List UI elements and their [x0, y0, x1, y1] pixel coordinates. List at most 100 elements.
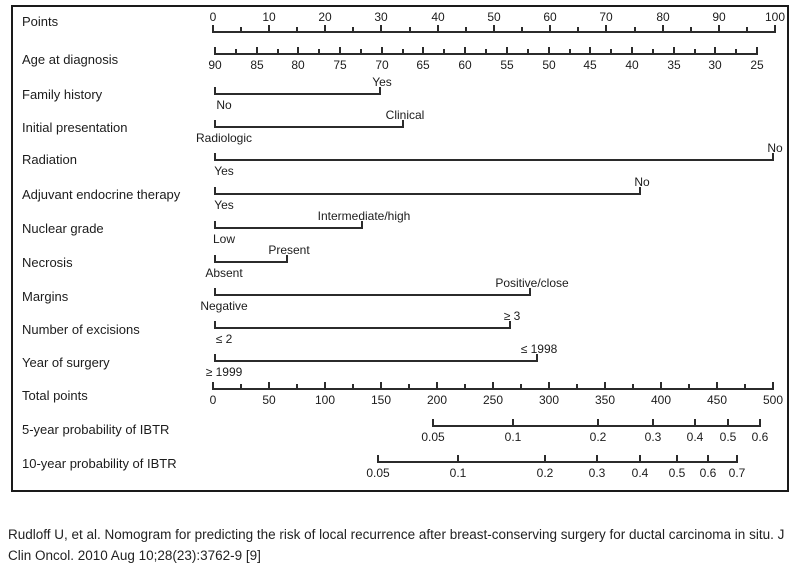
option-label-nuclear-grade-start: Low — [212, 232, 236, 246]
tick-label-age-at-diagnosis: 55 — [500, 58, 514, 72]
axis-minor-tick-age-at-diagnosis — [610, 49, 612, 55]
axis-tick-prob-5yr-ibtr — [652, 419, 654, 427]
range-end-tick-family-history — [214, 87, 216, 95]
axis-minor-tick-total-points — [464, 384, 466, 390]
tick-label-points: 10 — [262, 10, 276, 24]
axis-tick-points — [212, 25, 214, 33]
axis-tick-total-points — [548, 382, 550, 390]
tick-label-prob-5yr-ibtr: 0.5 — [719, 430, 737, 444]
option-label-year-of-surgery-start: ≥ 1999 — [205, 365, 243, 379]
row-label-age-at-diagnosis: Age at diagnosis — [22, 52, 119, 67]
row-label-adjuvant-endocrine-therapy: Adjuvant endocrine therapy — [22, 187, 181, 202]
range-end-tick-adjuvant-endocrine-therapy — [214, 187, 216, 195]
axis-minor-tick-age-at-diagnosis — [569, 49, 571, 55]
axis-line-prob-10yr-ibtr — [378, 461, 737, 463]
tick-label-points: 30 — [374, 10, 388, 24]
axis-tick-prob-5yr-ibtr — [759, 419, 761, 427]
axis-tick-total-points — [772, 382, 774, 390]
axis-minor-tick-age-at-diagnosis — [402, 49, 404, 55]
axis-tick-age-at-diagnosis — [256, 47, 258, 55]
row-label-prob-5yr-ibtr: 5-year probability of IBTR — [22, 422, 170, 437]
axis-tick-prob-10yr-ibtr — [707, 455, 709, 463]
axis-tick-prob-5yr-ibtr — [512, 419, 514, 427]
axis-tick-age-at-diagnosis — [297, 47, 299, 55]
row-label-radiation: Radiation — [22, 152, 77, 167]
tick-label-total-points: 100 — [314, 393, 336, 407]
axis-minor-tick-age-at-diagnosis — [735, 49, 737, 55]
axis-tick-prob-10yr-ibtr — [639, 455, 641, 463]
axis-tick-points — [605, 25, 607, 33]
axis-minor-tick-total-points — [408, 384, 410, 390]
row-label-necrosis: Necrosis — [22, 255, 73, 270]
citation-text: Rudloff U, et al. Nomogram for predictin… — [8, 526, 785, 563]
tick-label-age-at-diagnosis: 60 — [458, 58, 472, 72]
axis-tick-age-at-diagnosis — [506, 47, 508, 55]
axis-minor-tick-age-at-diagnosis — [235, 49, 237, 55]
tick-label-prob-5yr-ibtr: 0.1 — [504, 430, 522, 444]
axis-minor-tick-age-at-diagnosis — [318, 49, 320, 55]
range-bar-radiation — [215, 159, 773, 161]
axis-tick-age-at-diagnosis — [381, 47, 383, 55]
tick-label-total-points: 150 — [370, 393, 392, 407]
axis-tick-total-points — [268, 382, 270, 390]
tick-label-prob-10yr-ibtr: 0.3 — [588, 466, 606, 480]
tick-label-prob-10yr-ibtr: 0.1 — [449, 466, 467, 480]
nomogram-frame — [11, 5, 789, 492]
option-label-family-history-end: Yes — [372, 75, 392, 89]
axis-minor-tick-points — [521, 27, 523, 33]
tick-label-total-points: 250 — [482, 393, 504, 407]
range-end-tick-year-of-surgery — [214, 354, 216, 362]
axis-tick-age-at-diagnosis — [589, 47, 591, 55]
option-label-radiation-end: No — [767, 141, 783, 155]
axis-tick-total-points — [604, 382, 606, 390]
range-end-tick-necrosis — [214, 255, 216, 263]
range-bar-family-history — [215, 93, 380, 95]
axis-minor-tick-points — [577, 27, 579, 33]
tick-label-age-at-diagnosis: 35 — [667, 58, 681, 72]
axis-minor-tick-total-points — [744, 384, 746, 390]
axis-tick-points — [324, 25, 326, 33]
axis-tick-prob-10yr-ibtr — [676, 455, 678, 463]
axis-minor-tick-total-points — [520, 384, 522, 390]
range-end-tick-radiation — [214, 153, 216, 161]
range-bar-initial-presentation — [215, 126, 403, 128]
axis-minor-tick-age-at-diagnosis — [527, 49, 529, 55]
axis-minor-tick-points — [746, 27, 748, 33]
tick-label-total-points: 350 — [594, 393, 616, 407]
range-bar-margins — [215, 294, 530, 296]
option-label-number-of-excisions-end: ≥ 3 — [503, 309, 521, 323]
axis-tick-points — [774, 25, 776, 33]
axis-tick-age-at-diagnosis — [548, 47, 550, 55]
option-label-radiation-start: Yes — [214, 164, 234, 178]
range-bar-year-of-surgery — [215, 360, 537, 362]
tick-label-prob-10yr-ibtr: 0.4 — [631, 466, 649, 480]
tick-label-age-at-diagnosis: 40 — [625, 58, 639, 72]
option-label-adjuvant-endocrine-therapy-end: No — [634, 175, 650, 189]
tick-label-age-at-diagnosis: 75 — [333, 58, 347, 72]
axis-minor-tick-points — [296, 27, 298, 33]
tick-label-points: 60 — [543, 10, 557, 24]
range-end-tick-number-of-excisions — [214, 321, 216, 329]
option-label-necrosis-end: Present — [268, 243, 310, 257]
option-label-year-of-surgery-end: ≤ 1998 — [520, 342, 558, 356]
range-end-tick-family-history — [379, 87, 381, 95]
tick-label-total-points: 500 — [762, 393, 784, 407]
axis-tick-prob-5yr-ibtr — [597, 419, 599, 427]
option-label-initial-presentation-start: Radiologic — [195, 131, 253, 145]
axis-minor-tick-points — [352, 27, 354, 33]
axis-tick-prob-5yr-ibtr — [432, 419, 434, 427]
row-label-margins: Margins — [22, 289, 69, 304]
axis-tick-age-at-diagnosis — [756, 47, 758, 55]
tick-label-prob-10yr-ibtr: 0.7 — [728, 466, 746, 480]
tick-label-prob-10yr-ibtr: 0.6 — [699, 466, 717, 480]
tick-label-points: 50 — [487, 10, 501, 24]
axis-tick-prob-10yr-ibtr — [596, 455, 598, 463]
axis-tick-prob-10yr-ibtr — [736, 455, 738, 463]
range-end-tick-adjuvant-endocrine-therapy — [639, 187, 641, 195]
range-end-tick-necrosis — [286, 255, 288, 263]
row-label-initial-presentation: Initial presentation — [22, 120, 128, 135]
axis-tick-prob-5yr-ibtr — [727, 419, 729, 427]
axis-minor-tick-total-points — [576, 384, 578, 390]
tick-label-age-at-diagnosis: 50 — [542, 58, 556, 72]
axis-tick-age-at-diagnosis — [464, 47, 466, 55]
